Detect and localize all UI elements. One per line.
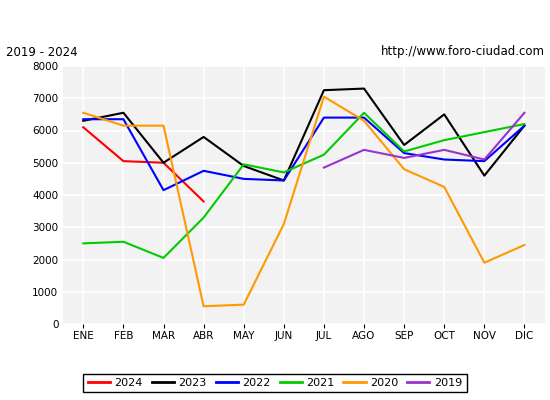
Text: Evolucion Nº Turistas Nacionales en el municipio de La Seu d'Urgell: Evolucion Nº Turistas Nacionales en el m… [22,14,528,28]
Legend: 2024, 2023, 2022, 2021, 2020, 2019: 2024, 2023, 2022, 2021, 2020, 2019 [84,374,466,392]
Text: 2019 - 2024: 2019 - 2024 [6,46,77,58]
Text: http://www.foro-ciudad.com: http://www.foro-ciudad.com [381,46,544,58]
